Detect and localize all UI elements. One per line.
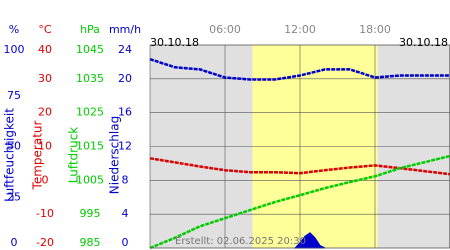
precipitation-area: [293, 232, 326, 249]
y-tick-label: -10: [36, 207, 54, 220]
x-tick-label: 12:00: [284, 23, 316, 36]
y-tick-label: 50: [7, 140, 21, 153]
series-line: [149, 154, 450, 250]
y-tick-label: 75: [7, 89, 21, 102]
y-tick-label: 1035: [76, 72, 104, 85]
y-tick-label: 1025: [76, 106, 104, 119]
axis-unit: °C: [38, 23, 52, 36]
y-tick-label: 40: [38, 43, 52, 56]
y-tick-label: -20: [36, 236, 54, 249]
axis-title: Luftfeuchtigkeit: [3, 108, 17, 202]
y-tick-label: 0: [42, 173, 49, 186]
y-tick-label: 1045: [76, 43, 104, 56]
y-tick-label: 16: [118, 106, 132, 119]
y-tick-label: 10: [38, 140, 52, 153]
y-tick-label: 1015: [76, 140, 104, 153]
y-tick-label: 24: [118, 43, 132, 56]
footer: Erstellt: 02.06.2025 20:30: [175, 236, 306, 247]
date-right: 30.10.18: [399, 36, 448, 49]
y-tick-label: 8: [122, 173, 129, 186]
axis-unit: mm/h: [109, 23, 141, 36]
series-line: [149, 58, 450, 81]
y-tick-label: 4: [122, 207, 129, 220]
y-tick-label: 20: [38, 106, 52, 119]
y-tick-label: 1005: [76, 173, 104, 186]
axis-unit: %: [9, 23, 19, 36]
y-tick-label: 12: [118, 140, 132, 153]
y-tick-label: 30: [38, 72, 52, 85]
axis-unit: hPa: [80, 23, 100, 36]
axis-title: Temperatur: [31, 120, 45, 190]
y-tick-label: 100: [4, 43, 25, 56]
date-left: 30.10.18: [150, 36, 199, 49]
y-tick-label: 25: [7, 190, 21, 203]
x-tick-label: 18:00: [359, 23, 391, 36]
axis-title: Niederschlag: [108, 116, 122, 194]
y-tick-label: 0: [122, 236, 129, 249]
y-tick-label: 985: [80, 236, 101, 249]
y-tick-label: 995: [80, 207, 101, 220]
y-tick-label: 0: [11, 236, 18, 249]
x-tick-label: 06:00: [209, 23, 241, 36]
y-tick-label: 20: [118, 72, 132, 85]
axis-title: Luftdruck: [67, 127, 81, 184]
